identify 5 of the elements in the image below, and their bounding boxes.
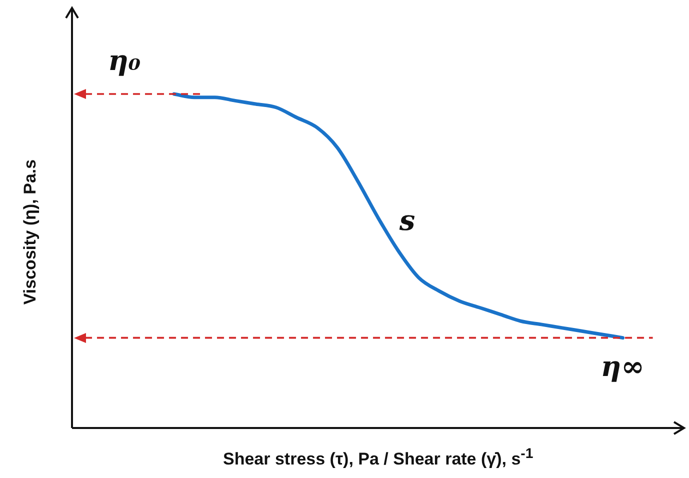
x-axis-title: Shear stress (τ), Pa / Shear rate (γ̇), s$^{-1}$	[223, 446, 534, 470]
ref-line-label: η₀	[108, 44, 141, 77]
ref-line-label: η∞	[600, 350, 644, 383]
annotation: s	[399, 204, 416, 237]
y-axis-title: Viscosity (η), Pa.s	[20, 159, 40, 305]
